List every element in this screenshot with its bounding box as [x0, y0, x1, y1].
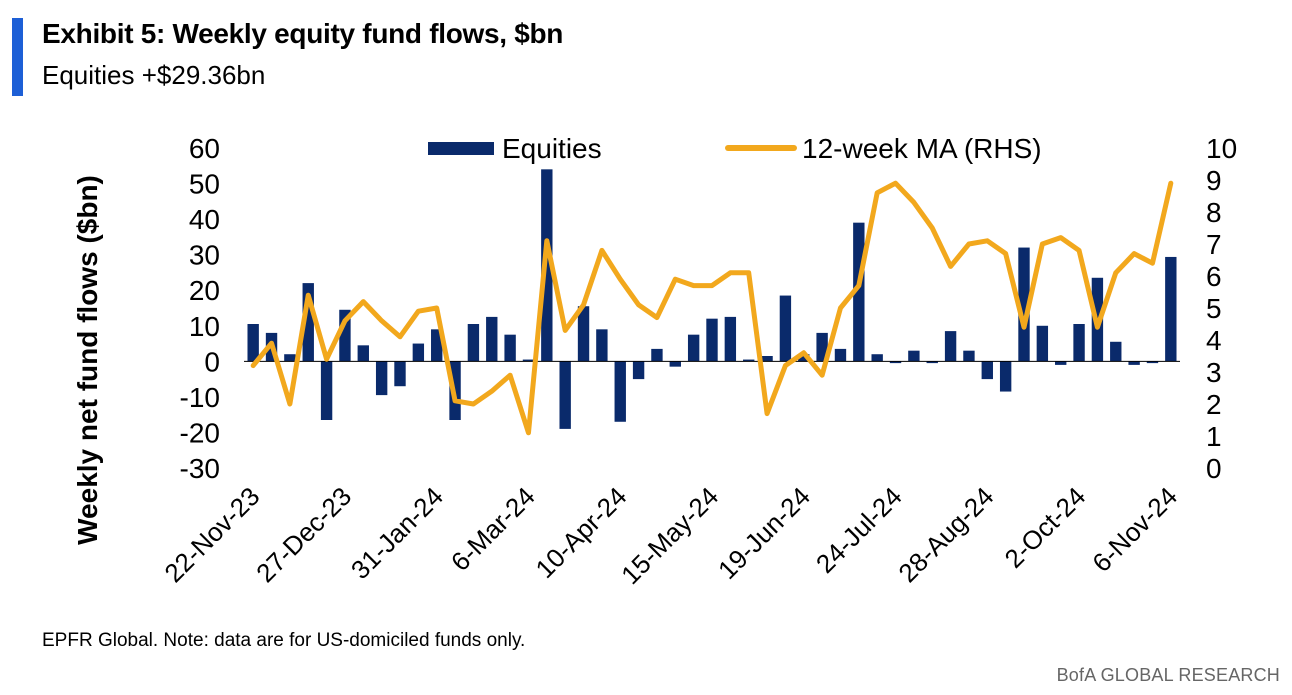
bar-14-Aug-24 — [944, 331, 957, 362]
bar-30-Oct-24 — [1146, 361, 1159, 364]
y2-tick-label: 0 — [1206, 453, 1222, 484]
y2-tick-label: 4 — [1206, 325, 1222, 356]
bar-22-May-24 — [724, 316, 737, 362]
x-tick-label: 2-Oct-24 — [999, 481, 1092, 574]
bar-10-Jul-24 — [853, 222, 865, 362]
y2-tick-label: 1 — [1206, 421, 1222, 452]
brand-label: BofA GLOBAL RESEARCH — [1056, 665, 1280, 685]
bar-17-Jan-24 — [394, 361, 406, 387]
y-tick-label: 10 — [189, 311, 220, 342]
y2-tick-label: 3 — [1206, 357, 1222, 388]
bar-31-Jan-24 — [431, 329, 443, 362]
y-tick-label: 20 — [189, 275, 220, 306]
bar-15-May-24 — [706, 318, 718, 362]
chart-title: Exhibit 5: Weekly equity fund flows, $bn — [42, 18, 564, 49]
x-tick-label: 6-Mar-24 — [445, 481, 541, 577]
y-tick-label: 50 — [189, 169, 220, 200]
bar-22-Nov-23 — [247, 324, 259, 362]
legend-label-equities: Equities — [502, 133, 602, 164]
x-tick-label: 15-May-24 — [615, 481, 724, 590]
bar-7-Aug-24 — [926, 361, 938, 364]
x-axis-ticks: 22-Nov-2327-Dec-2331-Jan-246-Mar-2410-Ap… — [158, 481, 1183, 590]
title-accent-bar — [12, 18, 23, 96]
bar-1-May-24 — [669, 361, 681, 367]
bar-8-May-24 — [687, 334, 700, 362]
bar-18-Sep-24 — [1036, 325, 1049, 362]
bar-27-Dec-23 — [339, 309, 351, 362]
bar-20-Mar-24 — [559, 361, 571, 429]
bar-6-Mar-24 — [522, 359, 535, 362]
bar-10-Apr-24 — [614, 361, 626, 422]
y2-tick-label: 8 — [1206, 197, 1222, 228]
bar-11-Sep-24 — [1018, 247, 1030, 362]
bar-series — [247, 169, 1177, 429]
bar-23-Oct-24 — [1128, 361, 1140, 365]
bar-20-Dec-23 — [320, 361, 333, 420]
legend: Equities 12-week MA (RHS) — [428, 133, 1042, 164]
bar-6-Dec-23 — [284, 354, 296, 362]
bar-29-May-24 — [743, 359, 755, 362]
legend-label-ma: 12-week MA (RHS) — [802, 133, 1042, 164]
x-tick-label: 31-Jan-24 — [345, 481, 449, 585]
left-axis-ticks: -30 -20 -10 0 10 20 30 40 50 60 — [180, 133, 220, 484]
y-tick-label: 60 — [189, 133, 220, 164]
x-tick-label: 27-Dec-23 — [250, 481, 357, 588]
bar-14-Feb-24 — [467, 324, 480, 362]
y2-tick-label: 2 — [1206, 389, 1222, 420]
y-tick-label: 30 — [189, 240, 220, 271]
bar-25-Sep-24 — [1055, 361, 1067, 365]
bar-2-Oct-24 — [1073, 324, 1085, 362]
bar-10-Jan-24 — [375, 361, 388, 396]
bar-31-Jul-24 — [908, 350, 920, 362]
bar-3-Jan-24 — [357, 345, 369, 362]
source-note: EPFR Global. Note: data are for US-domic… — [42, 630, 526, 651]
bar-3-Jul-24 — [834, 348, 847, 362]
bar-6-Nov-24 — [1165, 256, 1177, 362]
y2-tick-label: 6 — [1206, 261, 1222, 292]
ma-line — [250, 180, 1174, 436]
bar-17-Apr-24 — [632, 361, 645, 380]
bar-24-Apr-24 — [651, 348, 663, 362]
bar-26-Jun-24 — [816, 332, 828, 362]
y-tick-label: -30 — [180, 453, 220, 484]
bar-19-Jun-24 — [798, 354, 810, 362]
chart-subtitle: Equities +$29.36bn — [42, 60, 266, 90]
bar-5-Jun-24 — [761, 356, 773, 362]
y-axis-title: Weekly net fund flows ($bn) — [72, 175, 103, 545]
bar-24-Jan-24 — [412, 343, 425, 362]
y2-tick-label: 5 — [1206, 293, 1222, 324]
x-tick-label: 6-Nov-24 — [1086, 481, 1183, 578]
bar-21-Feb-24 — [486, 316, 498, 362]
x-tick-label: 28-Aug-24 — [892, 481, 999, 588]
y2-tick-label: 10 — [1206, 133, 1237, 164]
y-tick-label: -20 — [180, 417, 220, 448]
x-tick-label: 19-Jun-24 — [712, 481, 816, 585]
y-tick-label: -10 — [180, 382, 220, 413]
x-tick-label: 22-Nov-23 — [158, 481, 265, 588]
bar-16-Oct-24 — [1110, 341, 1122, 362]
bar-27-Mar-24 — [577, 306, 590, 362]
bar-4-Sep-24 — [999, 361, 1012, 392]
y2-tick-label: 7 — [1206, 229, 1222, 260]
legend-swatch-equities — [428, 142, 494, 155]
bar-28-Feb-24 — [504, 334, 516, 362]
bar-21-Aug-24 — [963, 350, 975, 362]
bar-24-Jul-24 — [889, 361, 902, 364]
y-tick-label: 0 — [204, 346, 220, 377]
bar-3-Apr-24 — [596, 329, 608, 362]
y2-tick-label: 9 — [1206, 165, 1222, 196]
bar-12-Jun-24 — [779, 295, 792, 362]
bar-28-Aug-24 — [981, 361, 993, 380]
y-tick-label: 40 — [189, 204, 220, 235]
line-series — [250, 180, 1174, 436]
bar-13-Dec-23 — [302, 283, 314, 362]
x-tick-label: 24-Jul-24 — [810, 481, 908, 579]
chart-canvas: Weekly net fund flows ($bn) Equities 12-w… — [72, 133, 1237, 590]
bar-17-Jul-24 — [871, 354, 883, 362]
